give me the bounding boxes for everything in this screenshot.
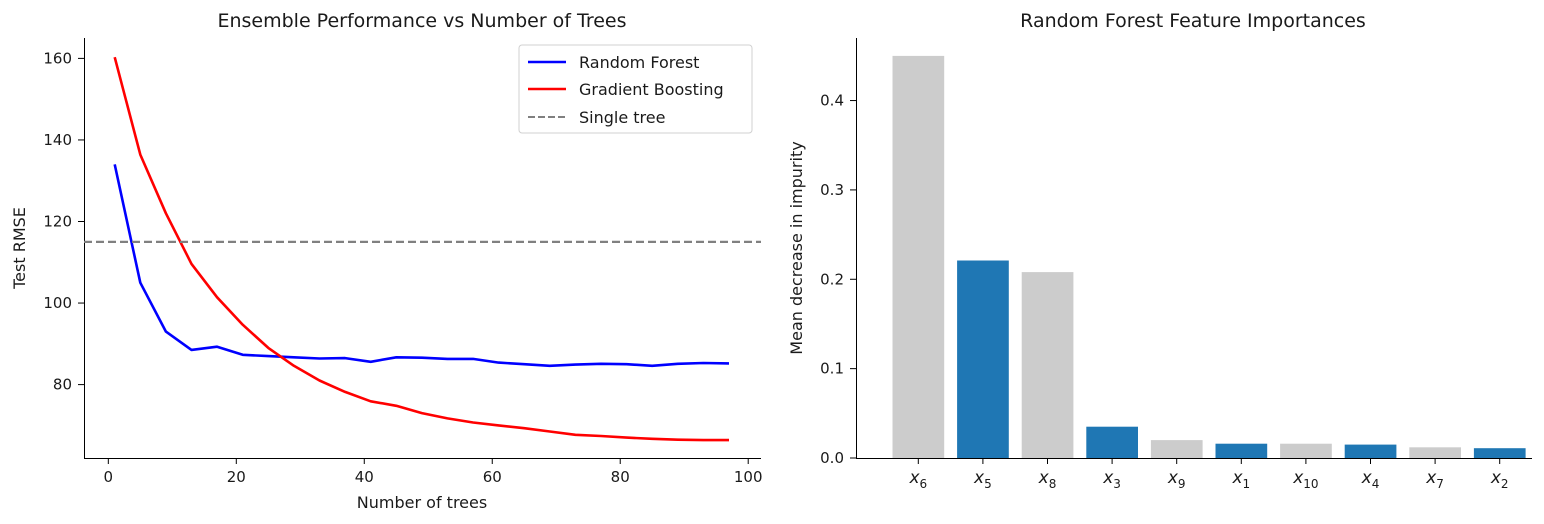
y-axis-label: Mean decrease in impurity <box>787 141 806 354</box>
x-axis-label: Number of trees <box>357 493 487 512</box>
y-tick-label: 160 <box>43 49 72 67</box>
line-chart-rmse: Ensemble Performance vs Number of Trees … <box>10 10 763 512</box>
bar-x6 <box>892 55 945 459</box>
y-tick-label: 0.2 <box>820 270 844 288</box>
bar-x9 <box>1150 440 1203 458</box>
y-tick-label: 140 <box>43 131 72 149</box>
bar-chart-importances: Random Forest Feature Importances 0.0 0.1… <box>787 10 1532 491</box>
bar-x4 <box>1344 444 1397 458</box>
legend-label-single-tree: Single tree <box>579 108 665 127</box>
x-tick-label: 20 <box>227 468 246 486</box>
x-tick-label: 40 <box>355 468 374 486</box>
x-tick-label: x3 <box>1102 468 1121 491</box>
bar-x5 <box>957 260 1009 458</box>
chart-title: Random Forest Feature Importances <box>1020 10 1366 32</box>
chart-title: Ensemble Performance vs Number of Trees <box>217 10 626 32</box>
x-tick-label: 0 <box>104 468 114 486</box>
x-tick-label: x4 <box>1361 468 1380 491</box>
legend-label-gradient-boosting: Gradient Boosting <box>579 80 724 99</box>
y-tick-label: 120 <box>43 212 72 230</box>
y-tick-label: 100 <box>43 294 72 312</box>
x-tick-label: x7 <box>1425 468 1444 491</box>
x-tick-label: 80 <box>611 468 630 486</box>
legend: Random Forest Gradient Boosting Single t… <box>518 44 753 134</box>
bar-x3 <box>1086 426 1138 458</box>
x-tick-label: x5 <box>973 468 992 491</box>
legend-label-random-forest: Random Forest <box>579 53 699 72</box>
bar-x2 <box>1473 448 1526 458</box>
x-tick-label: x10 <box>1292 468 1318 491</box>
x-tick-label: x8 <box>1038 468 1057 491</box>
x-tick-label: x1 <box>1231 468 1250 491</box>
y-tick-label: 0.3 <box>820 181 844 199</box>
y-tick-label: 0.1 <box>820 360 844 378</box>
bar-x8 <box>1021 272 1074 458</box>
legend-box <box>518 44 753 134</box>
y-tick-label: 80 <box>53 376 72 394</box>
bar-x1 <box>1215 443 1268 458</box>
x-tick-label: 100 <box>734 468 763 486</box>
x-tick-label: 60 <box>483 468 502 486</box>
series-line-gradient-boosting <box>113 56 729 442</box>
bar-x7 <box>1409 447 1461 458</box>
y-axis-label: Test RMSE <box>10 207 29 290</box>
y-tick-label: 0.4 <box>820 92 844 110</box>
series-line-random-forest <box>113 164 730 368</box>
x-tick-label: x6 <box>908 468 927 491</box>
y-tick-label: 0.0 <box>820 449 844 467</box>
bar-x10 <box>1280 443 1332 458</box>
x-tick-label: x2 <box>1490 468 1509 491</box>
x-tick-label: x9 <box>1167 468 1186 491</box>
